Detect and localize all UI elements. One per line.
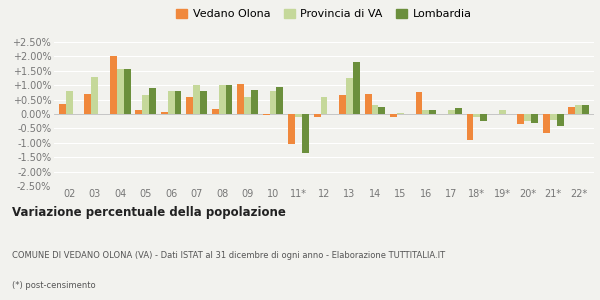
Bar <box>168 91 175 114</box>
Legend: Vedano Olona, Provincia di VA, Lombardia: Vedano Olona, Provincia di VA, Lombardia <box>172 4 476 24</box>
Bar <box>175 91 181 114</box>
Bar <box>467 114 473 140</box>
Bar <box>263 114 269 116</box>
Bar <box>575 105 582 114</box>
Bar <box>226 85 232 114</box>
Bar <box>524 114 531 121</box>
Bar <box>136 110 142 114</box>
Bar <box>365 94 371 114</box>
Text: Variazione percentuale della popolazione: Variazione percentuale della popolazione <box>12 206 286 219</box>
Bar <box>142 95 149 114</box>
Bar <box>149 88 156 114</box>
Text: COMUNE DI VEDANO OLONA (VA) - Dati ISTAT al 31 dicembre di ogni anno - Elaborazi: COMUNE DI VEDANO OLONA (VA) - Dati ISTAT… <box>12 251 445 260</box>
Bar <box>85 94 91 114</box>
Bar <box>212 109 218 114</box>
Bar <box>288 114 295 144</box>
Bar <box>339 95 346 114</box>
Bar <box>353 62 360 114</box>
Bar <box>397 112 404 114</box>
Bar <box>237 84 244 114</box>
Bar <box>371 105 379 114</box>
Bar <box>193 85 200 114</box>
Bar <box>269 91 277 114</box>
Bar <box>91 76 98 114</box>
Bar <box>448 110 455 114</box>
Bar <box>244 97 251 114</box>
Bar <box>455 108 461 114</box>
Bar <box>161 112 168 114</box>
Bar <box>422 110 430 114</box>
Bar <box>277 87 283 114</box>
Bar <box>320 97 328 114</box>
Bar <box>66 91 73 114</box>
Bar <box>117 69 124 114</box>
Bar <box>390 114 397 117</box>
Bar <box>218 85 226 114</box>
Bar <box>473 114 480 117</box>
Bar <box>110 56 117 114</box>
Bar <box>531 114 538 123</box>
Bar <box>302 114 309 153</box>
Bar <box>430 110 436 114</box>
Bar <box>314 114 320 118</box>
Bar <box>543 114 550 133</box>
Bar <box>295 114 302 117</box>
Bar <box>59 104 66 114</box>
Bar <box>251 89 258 114</box>
Bar <box>200 91 207 114</box>
Bar <box>517 114 524 124</box>
Bar <box>582 105 589 114</box>
Bar <box>187 97 193 114</box>
Bar <box>480 114 487 121</box>
Bar <box>416 92 422 114</box>
Bar <box>499 110 506 114</box>
Bar <box>557 114 563 125</box>
Bar <box>568 107 575 114</box>
Bar <box>550 114 557 120</box>
Text: (*) post-censimento: (*) post-censimento <box>12 281 95 290</box>
Bar <box>124 69 131 114</box>
Bar <box>379 107 385 114</box>
Bar <box>346 78 353 114</box>
